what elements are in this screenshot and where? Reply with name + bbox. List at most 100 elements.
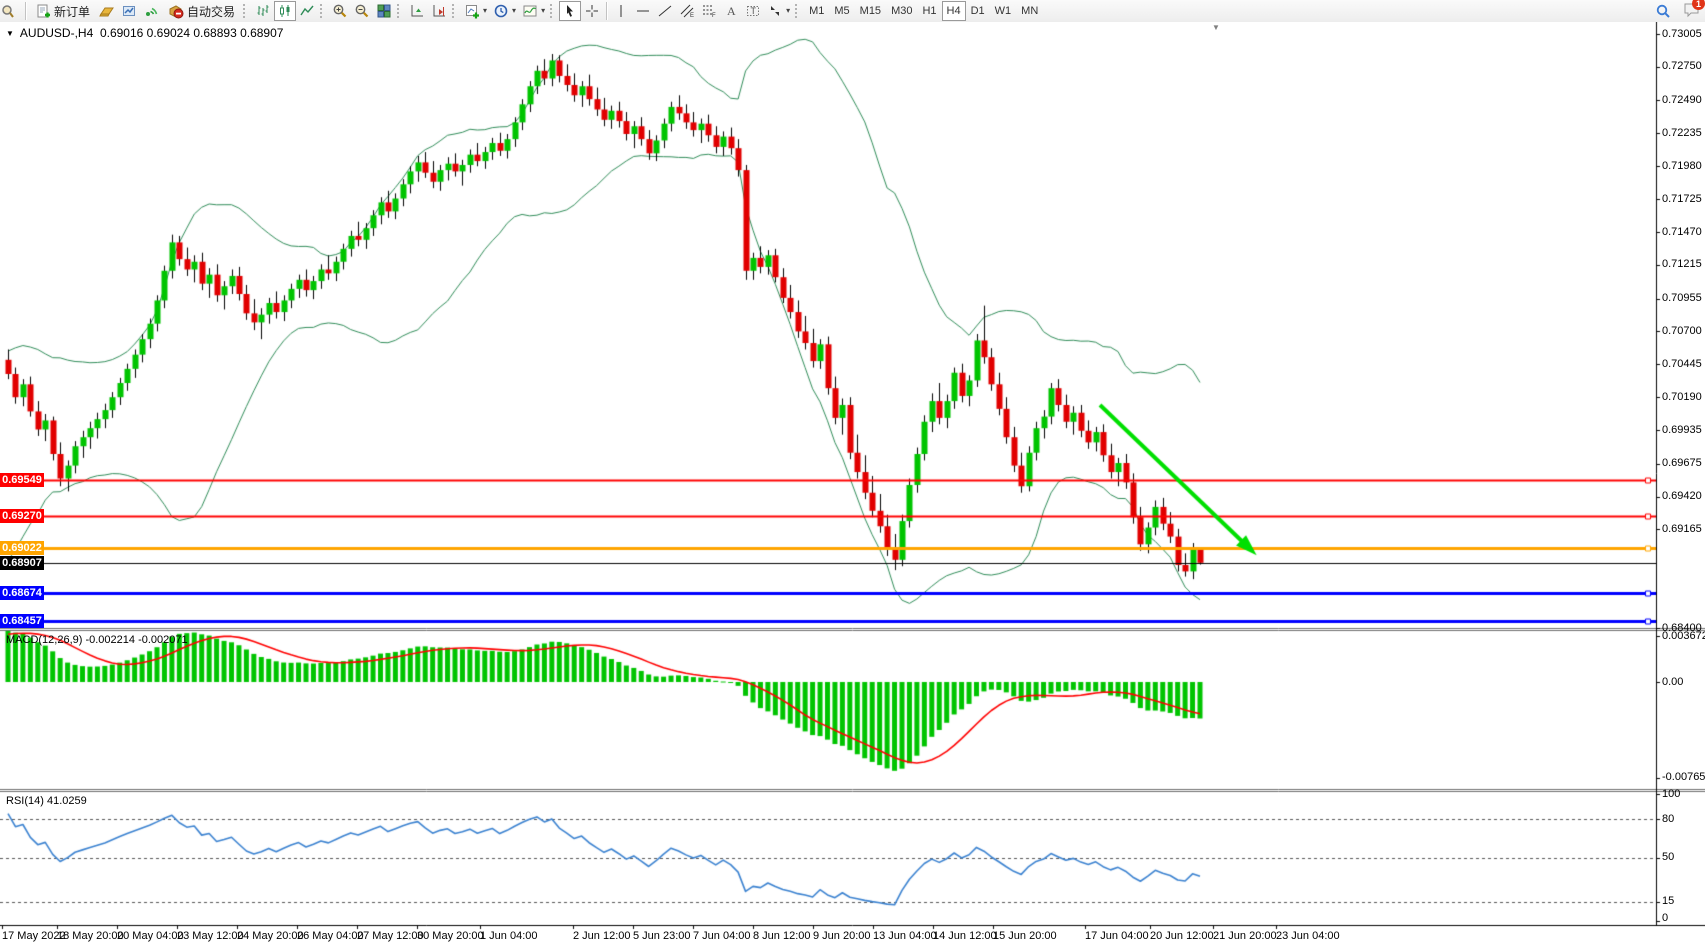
chart-symbol-period: AUDUSD-,H4 xyxy=(19,26,94,40)
timeframe-w1[interactable]: W1 xyxy=(994,5,1012,17)
search-button[interactable] xyxy=(1652,1,1675,21)
time-axis-label: 21 Jun 20:00 xyxy=(1213,930,1277,942)
price-axis-label: 0.70955 xyxy=(1662,292,1702,305)
timeframe-mn[interactable]: MN xyxy=(1021,5,1039,17)
gold-bar-icon xyxy=(99,7,114,17)
rsi-indicator-label: RSI(14) 41.0259 xyxy=(6,795,87,807)
indicators-icon xyxy=(523,5,537,17)
chart-shift-button[interactable] xyxy=(428,1,450,21)
timeframe-d1[interactable]: D1 xyxy=(970,5,985,17)
time-axis-label: 8 Jun 12:00 xyxy=(753,930,811,942)
macd-axis-label: 0.00 xyxy=(1662,675,1684,688)
arrows-tool[interactable]: ▾ xyxy=(764,1,793,21)
svg-text:F: F xyxy=(712,13,716,19)
macd-indicator-label: MACD(12,26,9) -0.002214 -0.002071 xyxy=(6,634,188,646)
new-order-label: 新订单 xyxy=(54,4,91,19)
time-axis-label: 9 Jun 20:00 xyxy=(813,930,871,942)
rsi-axis-label: 50 xyxy=(1662,851,1675,863)
data-window-icon xyxy=(123,6,136,16)
timeframe-m15[interactable]: M15 xyxy=(859,5,882,17)
text-label-icon: T xyxy=(747,6,760,16)
chart-line-button[interactable] xyxy=(296,1,318,21)
new-order-icon xyxy=(37,4,50,18)
svg-text:E: E xyxy=(690,13,694,19)
vertical-line-icon xyxy=(620,5,622,17)
new-chart-button[interactable]: ▾ xyxy=(461,1,490,21)
tile-windows-button[interactable] xyxy=(373,1,395,21)
price-axis-label: 0.72490 xyxy=(1662,93,1702,106)
search-icon xyxy=(1656,4,1670,18)
zoom-in-button[interactable] xyxy=(329,1,351,21)
price-axis-label: 0.69165 xyxy=(1662,522,1702,535)
toolbar-right-cluster: 1 xyxy=(1652,0,1705,21)
dropdown-caret-icon: ▾ xyxy=(483,6,488,15)
auto-trading-icon xyxy=(169,5,184,19)
price-level-badge[interactable]: 0.68674 xyxy=(0,585,44,600)
price-axis-label: 0.73005 xyxy=(1662,27,1702,40)
auto-scroll-icon xyxy=(411,5,424,17)
timeframe-h1[interactable]: H1 xyxy=(922,5,937,17)
price-axis-label: 0.70445 xyxy=(1662,357,1702,370)
zoom-out-button[interactable] xyxy=(351,1,373,21)
line-chart-type-icon xyxy=(300,5,314,16)
price-axis-label: 0.68400 xyxy=(1662,621,1702,634)
notifications-button[interactable]: 1 xyxy=(1683,0,1705,21)
price-level-badge[interactable]: 0.69022 xyxy=(0,540,44,555)
fibonacci-tool[interactable]: F xyxy=(698,1,720,21)
time-axis-label: 7 Jun 04:00 xyxy=(693,930,751,942)
text-label-tool[interactable]: T xyxy=(742,1,764,21)
notification-badge: 1 xyxy=(1692,0,1705,10)
chart-shift-icon xyxy=(433,5,446,17)
price-axis-label: 0.71725 xyxy=(1662,192,1702,205)
price-level-badge[interactable]: 0.69549 xyxy=(0,472,44,487)
magnifier-doc-icon xyxy=(2,5,14,18)
price-level-badge[interactable]: 0.69270 xyxy=(0,508,44,523)
market-watch-button[interactable] xyxy=(96,1,118,21)
timeframe-m30[interactable]: M30 xyxy=(891,5,913,17)
chart-ohlc-values: 0.69016 0.69024 0.68893 0.68907 xyxy=(99,26,284,40)
dropdown-caret-icon: ▾ xyxy=(541,6,546,15)
time-axis-label: 5 Jun 23:00 xyxy=(633,930,691,942)
channel-icon: E xyxy=(680,4,694,19)
rsi-axis-label: 0 xyxy=(1662,912,1669,924)
clipped-edge-icon[interactable] xyxy=(0,1,22,21)
time-axis-label: 17 May 2022 xyxy=(2,930,66,942)
indicators-button[interactable]: ▾ xyxy=(519,1,548,21)
rsi-axis-label: 100 xyxy=(1662,787,1681,800)
crosshair-icon xyxy=(586,5,599,17)
price-axis-label: 0.72235 xyxy=(1662,126,1702,139)
auto-trading-label: 自动交易 xyxy=(187,4,236,19)
profiles-button[interactable]: ▾ xyxy=(490,1,519,21)
vertical-line-tool[interactable] xyxy=(610,1,632,21)
price-axis-label: 0.69675 xyxy=(1662,457,1702,470)
price-level-badge[interactable]: 0.68907 xyxy=(0,555,44,570)
timeframe-m5[interactable]: M5 xyxy=(834,5,850,17)
crosshair-tool-button[interactable] xyxy=(581,1,603,21)
timeframe-m1[interactable]: M1 xyxy=(809,5,825,17)
equidistant-channel-tool[interactable]: E xyxy=(676,1,698,21)
data-window-button[interactable] xyxy=(118,1,140,21)
chart-shift-marker-icon[interactable]: ▼ xyxy=(1212,23,1220,32)
text-tool[interactable]: A xyxy=(720,1,742,21)
chart-candles-button[interactable] xyxy=(274,1,297,21)
cursor-tool-button[interactable] xyxy=(559,1,582,21)
auto-scroll-button[interactable] xyxy=(406,1,428,21)
new-chart-icon xyxy=(466,5,480,19)
svg-text:A: A xyxy=(727,4,736,18)
svg-text:T: T xyxy=(751,6,757,16)
new-order-button[interactable]: 新订单 xyxy=(29,1,96,21)
price-chart-canvas[interactable] xyxy=(0,22,1705,947)
dropdown-caret-icon: ▾ xyxy=(512,6,517,15)
oneclick-collapse-icon[interactable]: ▼ xyxy=(6,29,14,38)
horizontal-line-tool[interactable] xyxy=(632,1,654,21)
macd-axis-label: 0.003672 xyxy=(1662,629,1705,642)
chart-bars-button[interactable] xyxy=(252,1,274,21)
timeframe-h4[interactable]: H4 xyxy=(941,1,966,21)
trendline-tool[interactable] xyxy=(654,1,676,21)
time-axis-label: 17 Jun 04:00 xyxy=(1085,930,1149,942)
auto-trading-button[interactable]: 自动交易 xyxy=(162,1,241,21)
signals-button[interactable] xyxy=(140,1,162,21)
candlestick-type-icon xyxy=(280,5,290,17)
tile-windows-icon xyxy=(377,4,391,18)
price-level-badge[interactable]: 0.68457 xyxy=(0,613,44,628)
